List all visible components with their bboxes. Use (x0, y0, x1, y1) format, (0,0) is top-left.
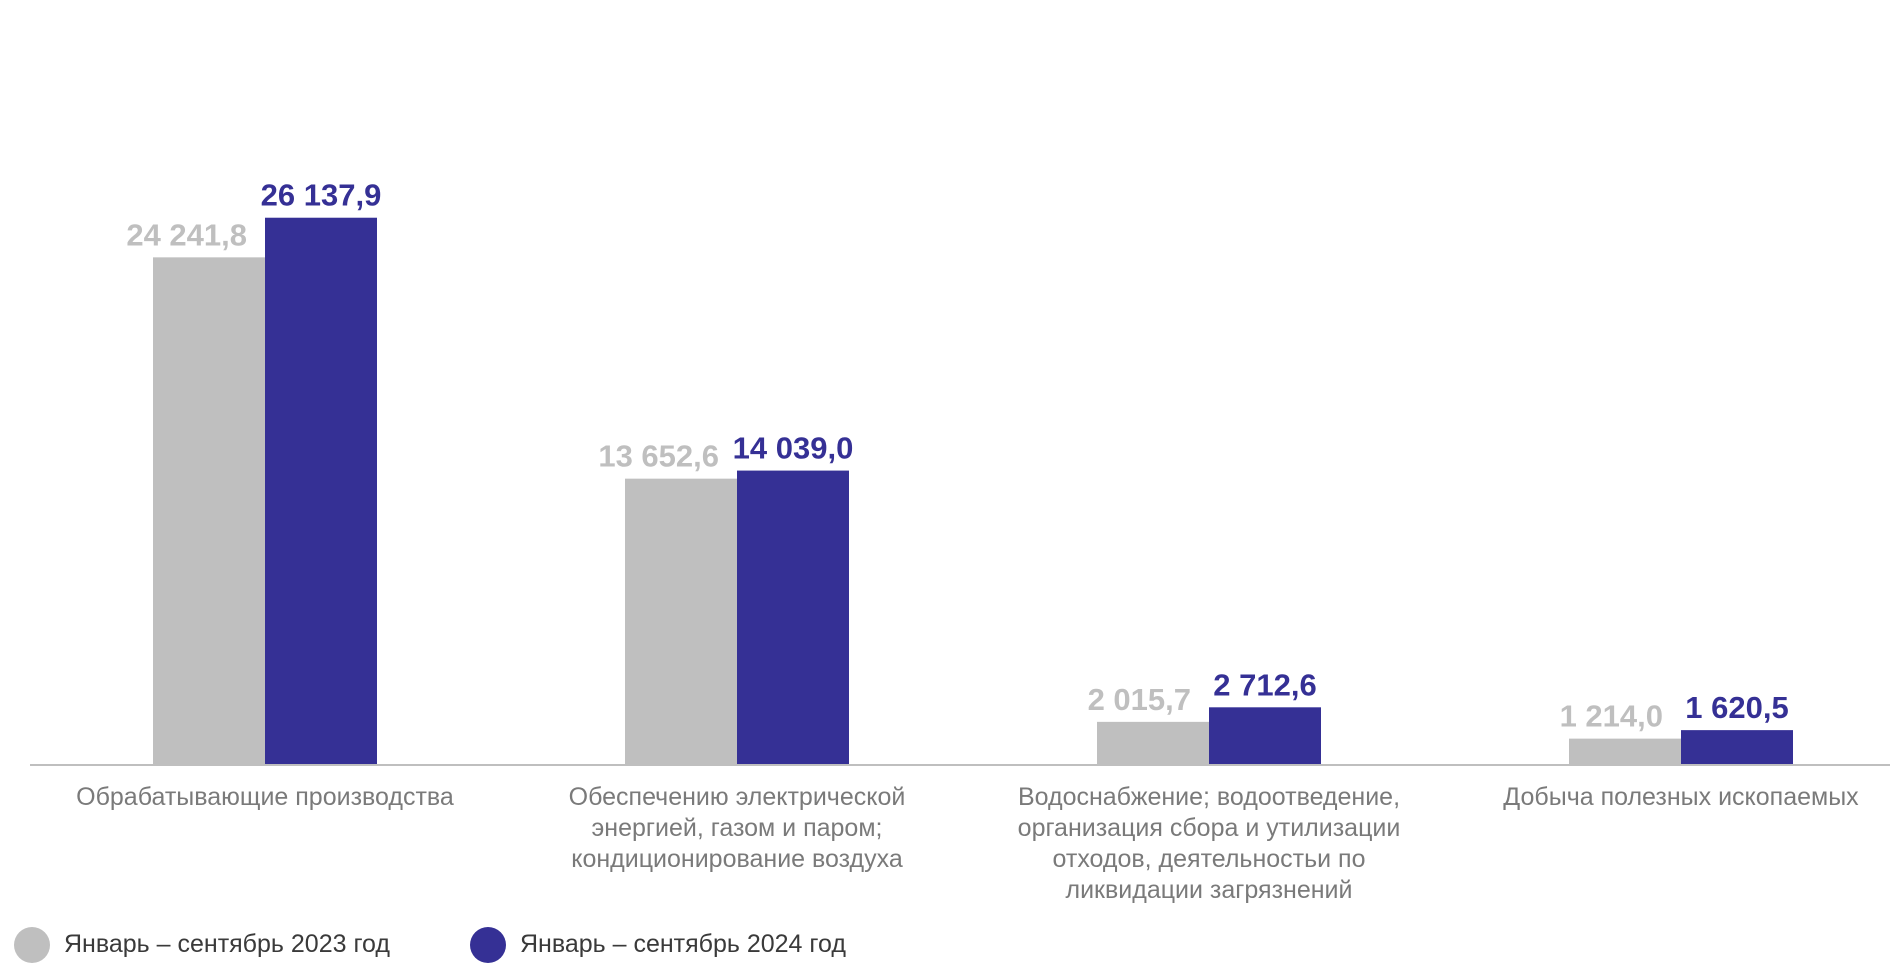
bar-series1-cat2 (625, 478, 737, 764)
bar-series1-cat3 (1097, 721, 1209, 764)
value-labels-layer: 24 241,8 13 652,6 2 015,7 1 214,0 26 137,9 14… (126, 178, 1788, 734)
value-label-series1-cat2: 13 652,6 (598, 439, 719, 474)
value-label-series2-cat4: 1 620,5 (1685, 690, 1788, 725)
category-label-4: Добыча полезных ископаемых (1503, 783, 1859, 811)
category-label-2-line-2: энергией, газом и паром; (592, 814, 883, 842)
category-label-4-line-1: Добыча полезных ископаемых (1503, 783, 1859, 811)
bar-series1-cat1 (153, 257, 265, 764)
value-label-series2-cat3: 2 712,6 (1213, 667, 1316, 702)
category-label-3-line-3: отходов, деятельностьи по (1053, 845, 1366, 873)
bar-series2-cat4 (1681, 730, 1793, 764)
value-label-series1-cat4: 1 214,0 (1560, 699, 1663, 734)
value-label-series1-cat1: 24 241,8 (126, 217, 247, 252)
legend-swatch-2024 (469, 926, 506, 963)
category-label-2-line-1: Обеспечению электрической (569, 783, 906, 811)
bar-series1-cat4 (1569, 738, 1681, 764)
legend-label-2023: Январь – сентябрь 2023 год (64, 930, 390, 958)
category-label-2-line-3: кондиционирование воздуха (571, 845, 903, 873)
value-label-series2-cat2: 14 039,0 (733, 431, 854, 466)
legend-item-2023: Январь – сентябрь 2023 год (14, 926, 390, 963)
legend: Январь – сентябрь 2023 год Январь – сент… (14, 926, 846, 963)
legend-item-2024: Январь – сентябрь 2024 год (469, 926, 846, 963)
legend-label-2024: Январь – сентябрь 2024 год (519, 930, 846, 958)
legend-swatch-2023 (14, 926, 50, 963)
category-label-1: Обрабатывающие производства (76, 783, 454, 811)
category-label-3-line-4: ликвидации загрязнений (1066, 876, 1353, 904)
bar-series2-cat1 (265, 217, 377, 764)
value-label-series2-cat1: 26 137,9 (261, 178, 382, 213)
category-label-3: Водоснабжение; водоотведение, организация… (1018, 783, 1401, 904)
category-label-3-line-1: Водоснабжение; водоотведение, (1018, 783, 1400, 811)
category-label-1-line-1: Обрабатывающие производства (76, 783, 454, 811)
bars-layer (153, 217, 1793, 764)
bar-series2-cat3 (1209, 707, 1321, 764)
value-label-series1-cat3: 2 015,7 (1088, 682, 1191, 717)
category-label-2: Обеспечению электрической энергией, газом… (569, 783, 906, 873)
category-labels-layer: Обрабатывающие производства Обеспечению э… (76, 783, 1859, 904)
category-label-3-line-2: организация сбора и утилизации (1018, 814, 1401, 842)
bar-series2-cat2 (737, 470, 849, 764)
